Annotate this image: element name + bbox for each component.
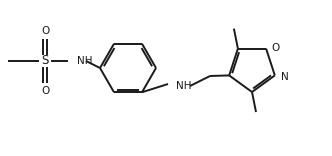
Text: O: O bbox=[41, 26, 49, 36]
Text: NH: NH bbox=[77, 56, 93, 66]
Text: NH: NH bbox=[176, 81, 192, 91]
Text: N: N bbox=[281, 72, 289, 82]
Text: O: O bbox=[41, 86, 49, 96]
Text: S: S bbox=[41, 54, 49, 68]
Text: O: O bbox=[271, 43, 279, 53]
